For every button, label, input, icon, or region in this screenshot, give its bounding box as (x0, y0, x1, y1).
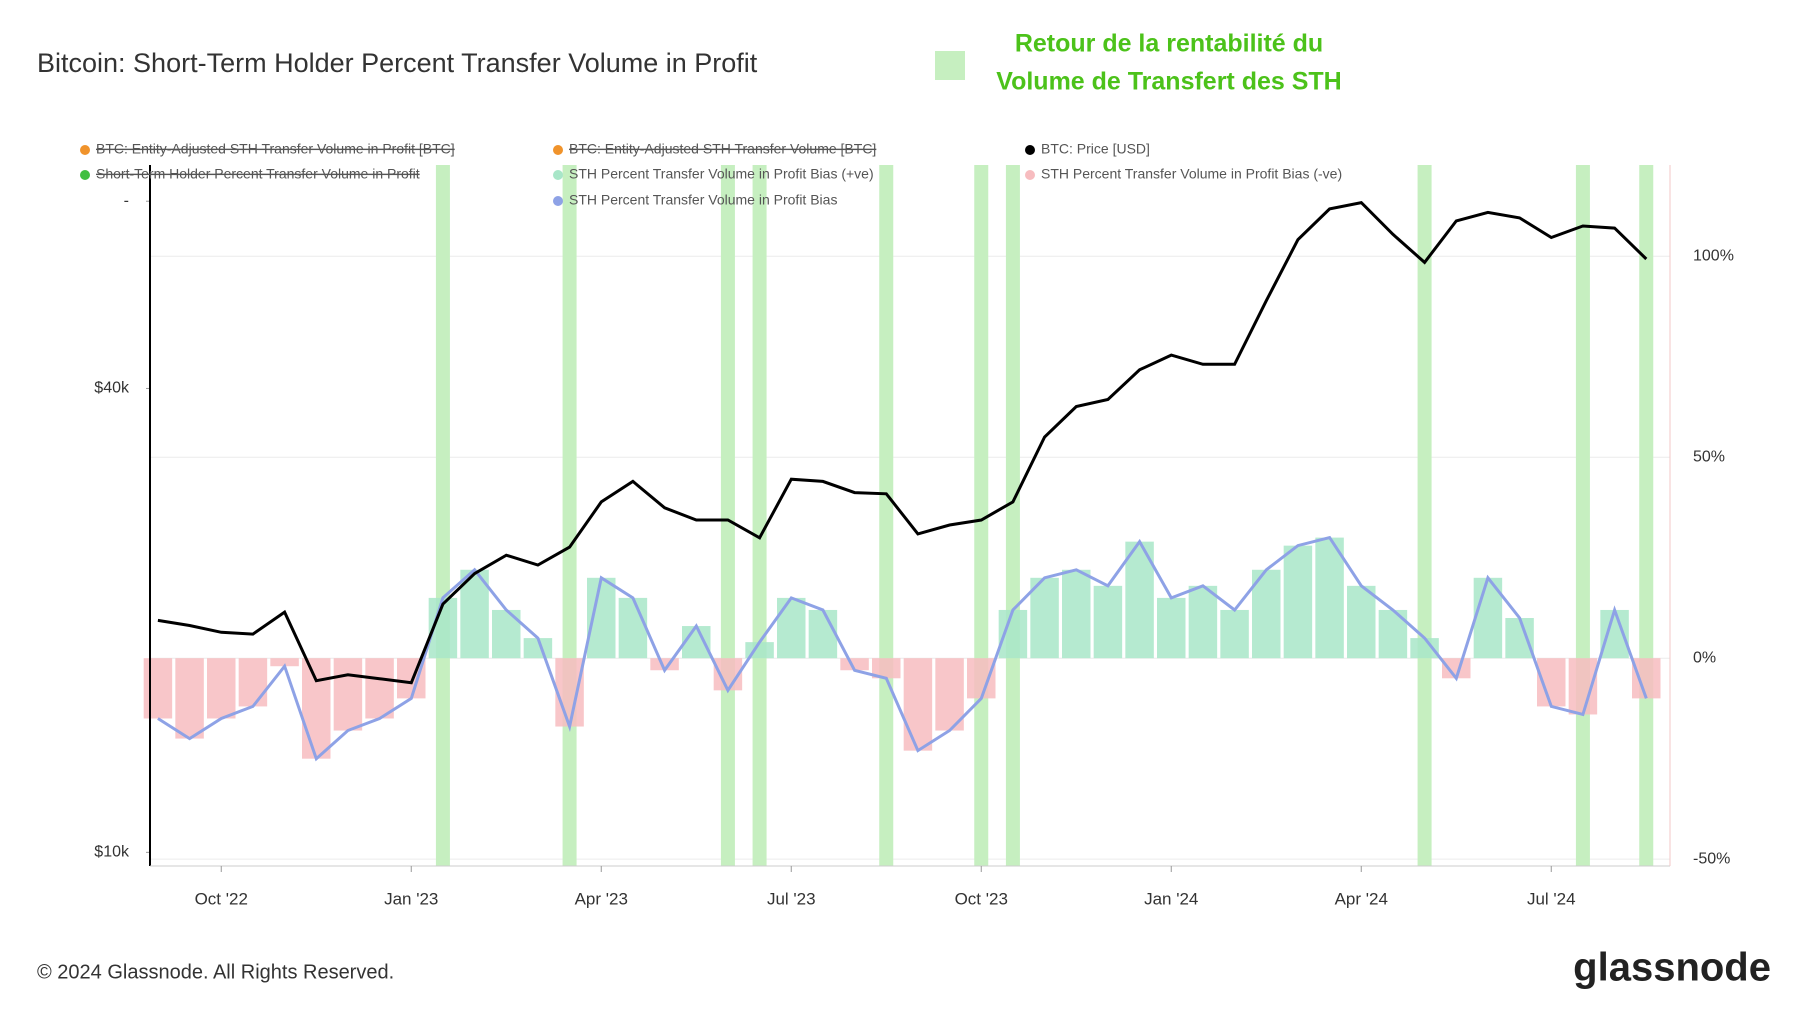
y2-tick-label: 100% (1693, 247, 1734, 264)
bias-bar (903, 658, 933, 751)
bias-bar (808, 609, 838, 659)
highlight-band (1639, 165, 1654, 866)
y2-tick-label: 50% (1693, 448, 1725, 465)
legend-label: BTC: Entity-Adjusted STH Transfer Volume… (96, 141, 455, 157)
legend-label: BTC: Entity-Adjusted STH Transfer Volume… (569, 141, 876, 157)
annotation: Retour de la rentabilité du (1015, 30, 1323, 58)
highlight-band (562, 165, 577, 866)
bias-bar (1315, 537, 1344, 659)
legend-marker (1025, 145, 1035, 155)
legend-marker (553, 170, 563, 180)
y2-tick-label: 0% (1693, 649, 1716, 666)
bias-bar (143, 658, 173, 719)
legend-label: BTC: Price [USD] (1041, 141, 1150, 157)
logo: glassnode (1573, 946, 1771, 990)
legend-marker (553, 145, 563, 155)
annotation: Volume de Transfert des STH (996, 68, 1341, 96)
highlight-band (1575, 165, 1590, 866)
bias-bar (207, 658, 236, 719)
footer: © 2024 Glassnode. All Rights Reserved. (37, 961, 394, 983)
highlight-band (752, 165, 767, 866)
legend-marker (553, 196, 563, 206)
x-tick-label: Jan '23 (384, 889, 438, 908)
x-tick-label: Oct '22 (195, 889, 248, 908)
bias-bar (333, 658, 363, 731)
legend-marker (1025, 170, 1035, 180)
bias-bar (1252, 569, 1281, 659)
legend-label: Short-Term Holder Percent Transfer Volum… (96, 166, 420, 182)
x-tick-label: Apr '24 (1335, 889, 1388, 908)
bias-bar (618, 597, 648, 659)
highlight-band (1417, 165, 1432, 866)
y-tick-label: - (124, 192, 129, 209)
series-line (157, 200, 1648, 685)
x-tick-label: Apr '23 (575, 889, 628, 908)
bias-bar (872, 658, 901, 679)
legend-label: STH Percent Transfer Volume in Profit Bi… (1041, 166, 1342, 182)
bias-bar (1410, 638, 1439, 659)
y-tick-label: $40k (94, 380, 130, 397)
bias-bar (1188, 585, 1218, 659)
bias-bar (1347, 585, 1376, 659)
bias-bar (555, 658, 584, 727)
highlight-band (435, 165, 450, 866)
highlight-band (720, 165, 735, 866)
x-tick-label: Jul '24 (1527, 889, 1576, 908)
y-tick-label: $10k (94, 844, 130, 861)
y2-tick-label: -50% (1693, 850, 1730, 867)
bias-bar (523, 638, 553, 659)
series-line (157, 535, 1648, 762)
highlight-band (1005, 165, 1020, 866)
highlight-band (879, 165, 894, 866)
bias-bar (1062, 569, 1091, 659)
bias-bar (365, 658, 394, 719)
bias-bar (1283, 545, 1313, 659)
bias-bar (1157, 597, 1186, 659)
x-tick-label: Oct '23 (955, 889, 1008, 908)
bias-bar (270, 658, 299, 667)
bias-bar (840, 658, 869, 671)
bias-bar (302, 658, 331, 759)
legend-label: STH Percent Transfer Volume in Profit Bi… (569, 192, 837, 208)
x-tick-label: Jul '23 (767, 889, 816, 908)
x-tick-label: Jan '24 (1144, 889, 1198, 908)
bias-bar (238, 658, 268, 707)
bias-bar (1030, 577, 1059, 659)
bias-bar (1442, 658, 1471, 679)
bias-bar (1220, 609, 1249, 659)
legend-marker (80, 145, 90, 155)
chart-title: Bitcoin: Short-Term Holder Percent Trans… (37, 48, 758, 78)
bias-bar (777, 597, 806, 659)
bias-bar (1093, 585, 1123, 659)
legend-marker (80, 170, 90, 180)
bias-bar (935, 658, 964, 731)
bias-bar (1505, 617, 1534, 659)
legend-label: STH Percent Transfer Volume in Profit Bi… (569, 166, 874, 182)
bias-bar (175, 658, 204, 739)
bias-bar (967, 658, 996, 699)
annotation-swatch (935, 51, 965, 80)
bias-bar (1632, 658, 1661, 699)
